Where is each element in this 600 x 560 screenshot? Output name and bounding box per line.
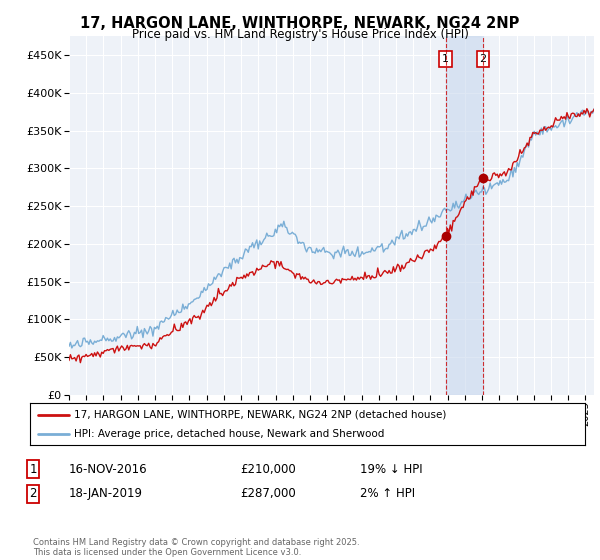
Text: 17, HARGON LANE, WINTHORPE, NEWARK, NG24 2NP: 17, HARGON LANE, WINTHORPE, NEWARK, NG24…: [80, 16, 520, 31]
Text: 2: 2: [479, 54, 487, 64]
Text: 16-NOV-2016: 16-NOV-2016: [69, 463, 148, 476]
Text: 18-JAN-2019: 18-JAN-2019: [69, 487, 143, 501]
Text: 1: 1: [29, 463, 37, 476]
Bar: [446, 36, 483, 395]
Text: Contains HM Land Registry data © Crown copyright and database right 2025.
This d: Contains HM Land Registry data © Crown c…: [33, 538, 359, 557]
Text: £210,000: £210,000: [240, 463, 296, 476]
Text: £287,000: £287,000: [240, 487, 296, 501]
Text: 17, HARGON LANE, WINTHORPE, NEWARK, NG24 2NP (detached house): 17, HARGON LANE, WINTHORPE, NEWARK, NG24…: [74, 409, 447, 419]
Text: Price paid vs. HM Land Registry's House Price Index (HPI): Price paid vs. HM Land Registry's House …: [131, 28, 469, 41]
Text: 1: 1: [442, 54, 449, 64]
Text: 19% ↓ HPI: 19% ↓ HPI: [360, 463, 422, 476]
Text: 2% ↑ HPI: 2% ↑ HPI: [360, 487, 415, 501]
Text: 2: 2: [29, 487, 37, 501]
Text: HPI: Average price, detached house, Newark and Sherwood: HPI: Average price, detached house, Newa…: [74, 429, 385, 439]
